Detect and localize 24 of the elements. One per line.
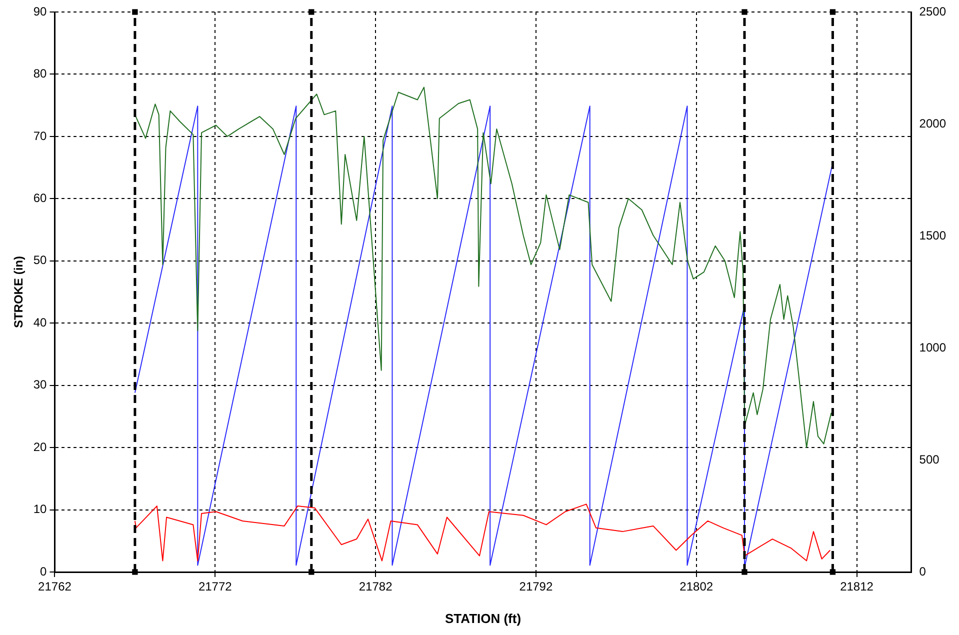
y-tick-label: 60 xyxy=(33,190,48,205)
y-tick-label: 40 xyxy=(33,315,48,330)
x-axis-title: STATION (ft) xyxy=(444,610,522,626)
y2-tick-label: 1000 xyxy=(919,340,946,354)
y-tick-label: 10 xyxy=(33,502,48,516)
y-tick-label: 90 xyxy=(33,4,48,18)
y2-tick-label: 500 xyxy=(919,452,940,466)
x-tick-label: 21762 xyxy=(38,580,72,594)
y2-tick-label: 1500 xyxy=(919,228,946,242)
y-tick-label: 30 xyxy=(33,378,48,392)
y2-tick-label: 0 xyxy=(919,564,926,578)
y-tick-label: 70 xyxy=(33,128,48,143)
y2-tick-label: 2000 xyxy=(919,116,946,130)
y-axis-title: STROKE (in) xyxy=(12,256,26,328)
x-tick-label: 21772 xyxy=(198,580,232,594)
y-tick-label: 50 xyxy=(33,253,48,268)
x-tick-label: 21782 xyxy=(358,580,393,594)
y-tick-label: 80 xyxy=(33,66,48,81)
x-tick-label: 21802 xyxy=(680,580,714,594)
x-tick-label: 21792 xyxy=(519,580,553,594)
y2-tick-label: 2500 xyxy=(919,4,946,18)
x-tick-label: 21812 xyxy=(840,580,874,594)
y-tick-label: 0 xyxy=(40,564,48,578)
y-tick-label: 20 xyxy=(33,440,48,454)
